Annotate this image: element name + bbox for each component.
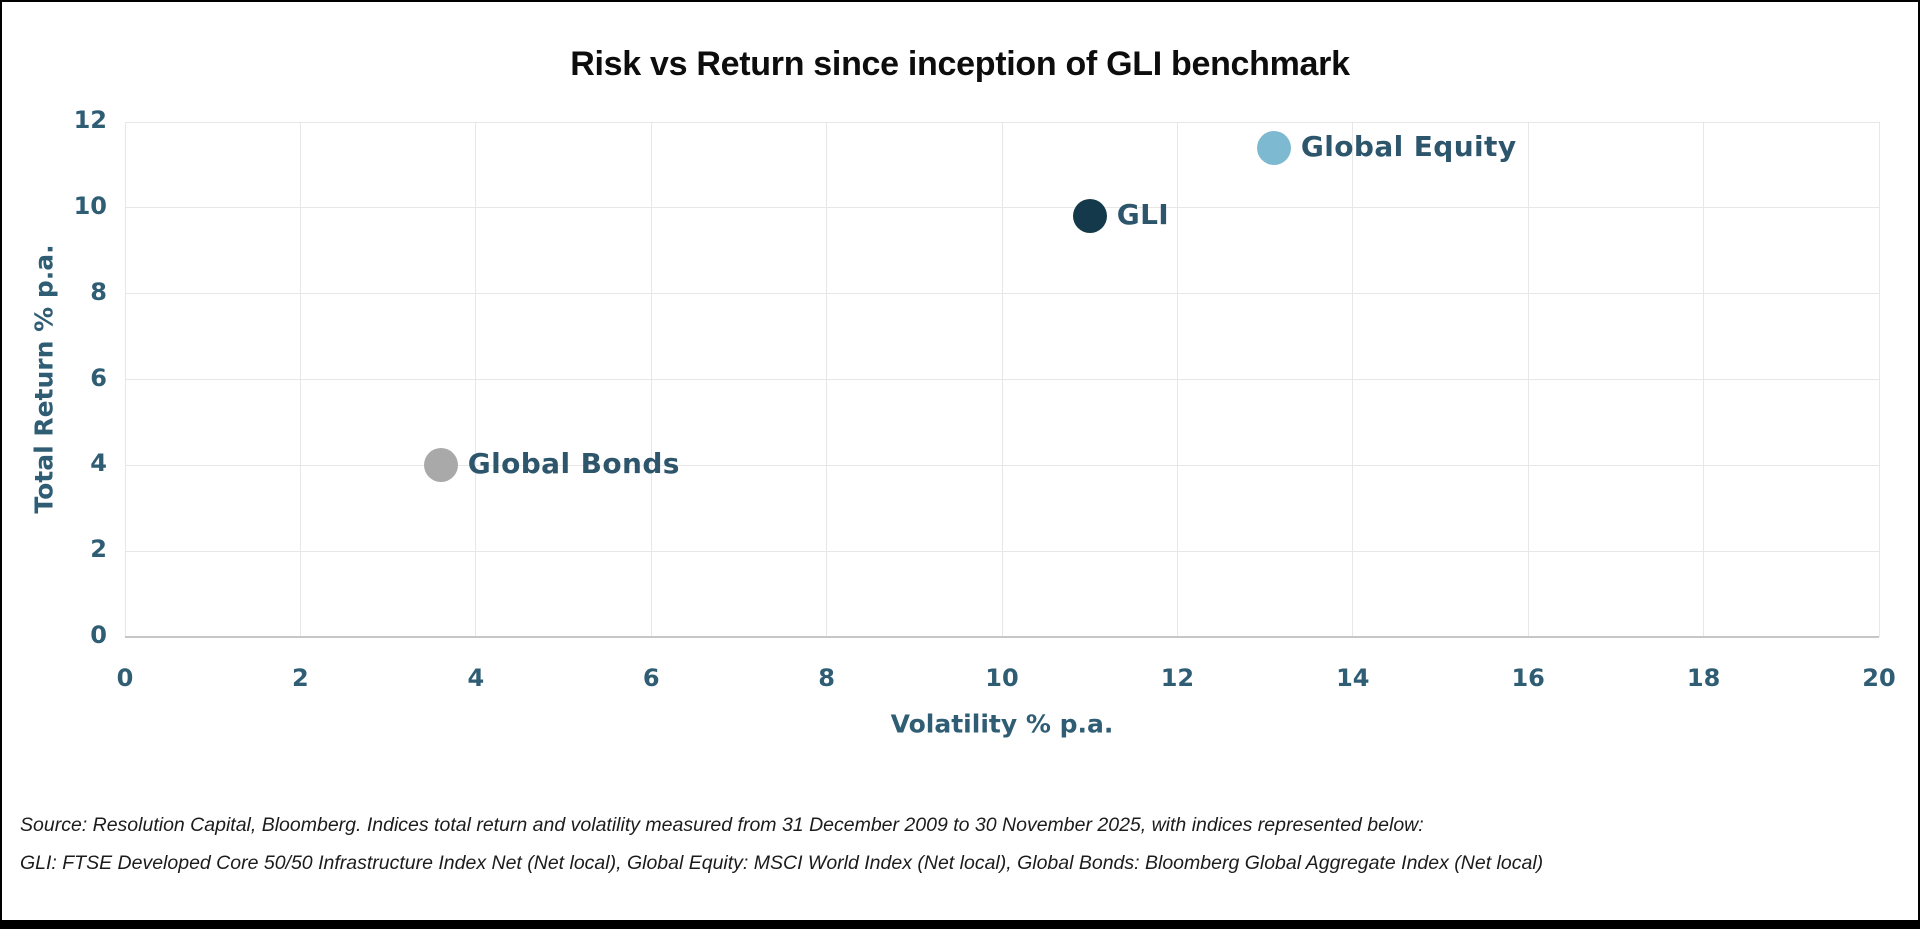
point-label: Global Bonds [467,447,680,481]
source-line-1: Source: Resolution Capital, Bloomberg. I… [20,814,1424,836]
y-tick-label: 10 [73,191,107,220]
x-axis-line [125,636,1879,638]
y-tick-label: 6 [90,363,107,392]
x-tick-label: 12 [1160,664,1195,692]
x-tick-label: 10 [985,664,1019,692]
chart-title: Risk vs Return since inception of GLI be… [570,45,1350,83]
x-tick-label: 0 [116,664,134,692]
source-note: Source: Resolution Capital, Bloomberg. I… [20,806,1543,882]
x-tick-label: 16 [1511,664,1545,692]
y-tick-label: 0 [90,621,107,649]
y-tick-label: 12 [73,106,107,134]
x-tick-label: 20 [1862,664,1896,692]
x-tick-label: 14 [1336,664,1370,692]
gridline-horizontal [125,207,1879,209]
data-point-global-equity [1256,130,1291,165]
x-tick-label: 18 [1686,664,1721,692]
gridline-horizontal [125,121,1879,123]
gridline-vertical [1878,122,1880,637]
x-tick-label: 8 [818,664,835,692]
gridline-horizontal [125,379,1879,380]
y-tick-label: 4 [90,449,107,478]
point-label: Global Equity [1300,129,1517,163]
gridline-horizontal [125,550,1879,552]
y-axis-title: Total Return % p.a. [29,244,59,514]
x-tick-label: 4 [467,664,485,692]
data-point-global-bonds [423,448,458,483]
source-line-2: GLI: FTSE Developed Core 50/50 Infrastru… [20,852,1544,874]
gridline-horizontal [125,464,1879,466]
x-tick-label: 6 [642,664,660,692]
point-label: GLI [1116,198,1170,232]
y-tick-label: 8 [90,277,107,306]
y-tick-label: 2 [90,535,107,564]
x-tick-label: 2 [292,664,309,692]
gridline-horizontal [125,293,1879,295]
x-axis-title: Volatility % p.a. [890,709,1114,739]
data-point-gli [1072,199,1107,234]
